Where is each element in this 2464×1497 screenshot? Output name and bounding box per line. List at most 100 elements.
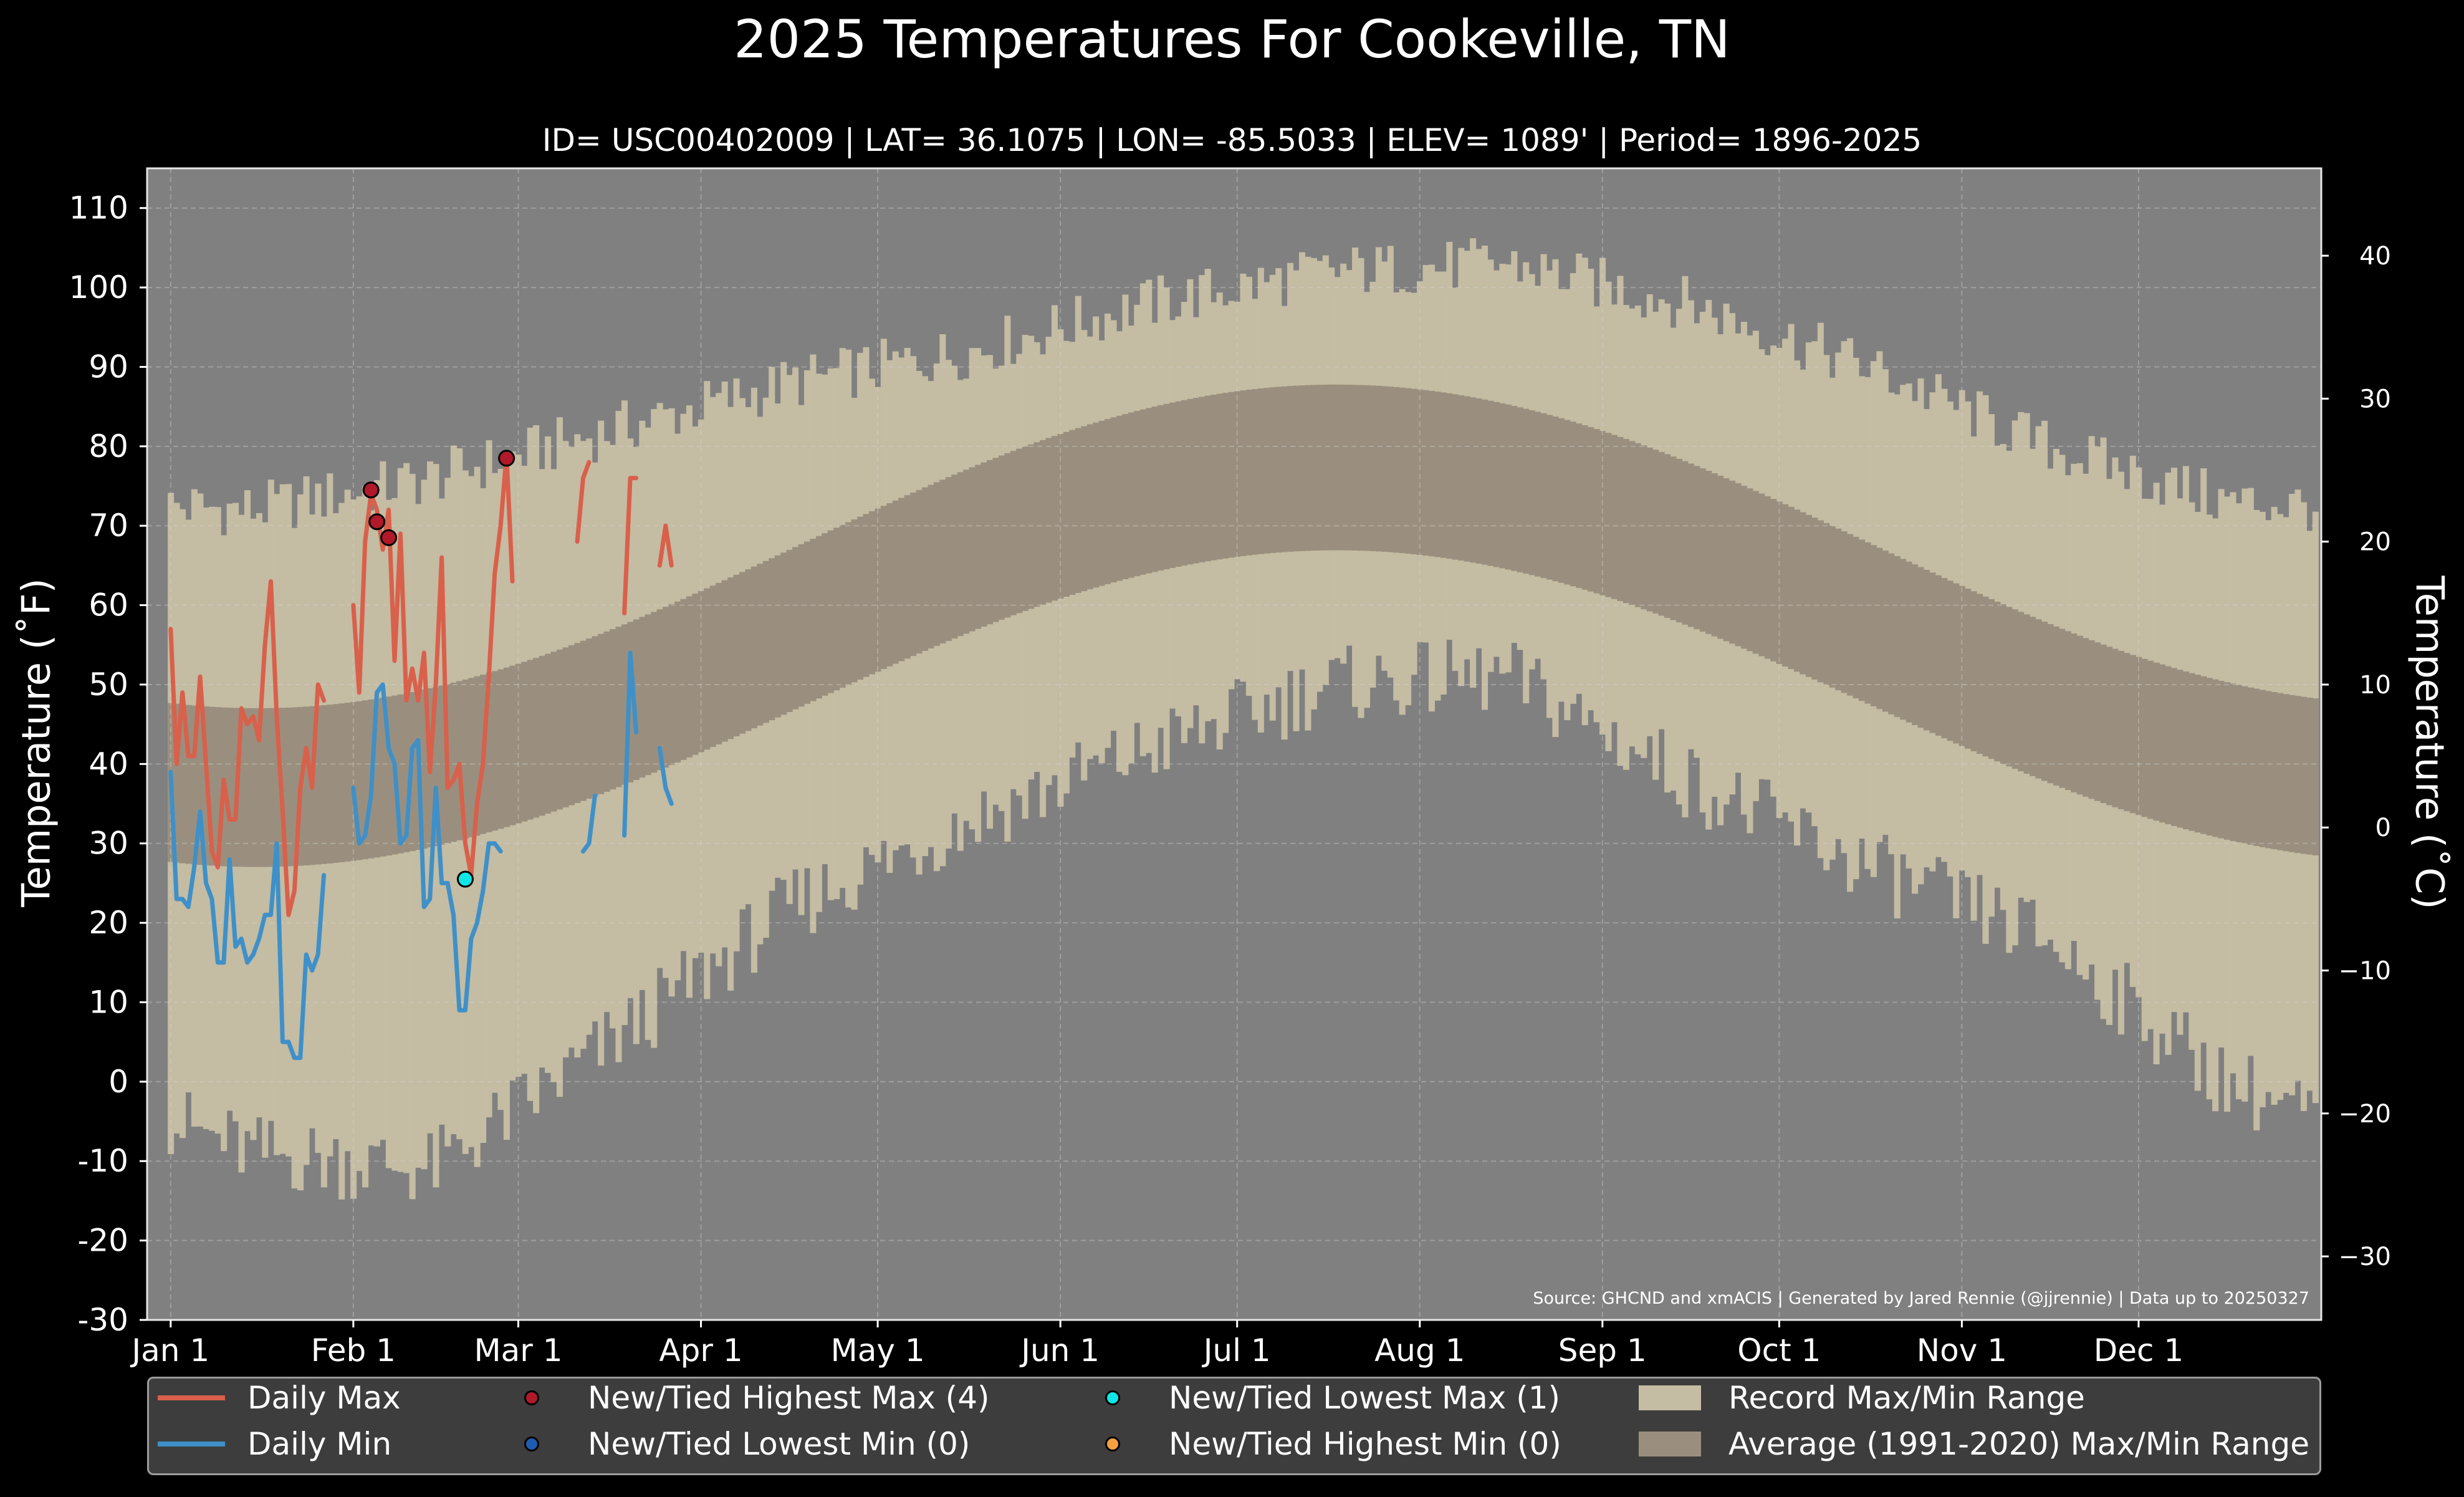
normal-range-bar — [709, 585, 716, 748]
normal-range-bar — [1163, 403, 1170, 570]
normal-range-bar — [1535, 412, 1541, 577]
y-axis-left: -30 -20 -10 0 10 20 30 40 50 60 70 80 90 100 110 — [69, 190, 147, 1338]
normal-range-bar — [586, 638, 593, 799]
normal-range-bar — [521, 662, 528, 822]
normal-range-bar — [750, 566, 757, 729]
normal-range-bar — [2000, 604, 2006, 764]
normal-range-bar — [733, 574, 740, 736]
normal-range-bar — [356, 701, 363, 860]
y-tick-label: 100 — [69, 269, 128, 306]
normal-range-bar — [1617, 436, 1624, 602]
y-tick-label: 0 — [108, 1064, 128, 1100]
y-right-tick-label: −30 — [2339, 1243, 2391, 1271]
normal-range-bar — [332, 704, 339, 863]
normal-range-bar — [1517, 407, 1523, 572]
normal-range-bar — [939, 479, 946, 643]
normal-range-bar — [1405, 388, 1412, 554]
y-tick-label: -30 — [77, 1302, 128, 1338]
normal-range-bar — [2165, 666, 2172, 824]
x-tick-label: Apr 1 — [659, 1332, 742, 1369]
x-tick-label: Jun 1 — [1019, 1332, 1100, 1369]
normal-range-bar — [957, 472, 964, 637]
normal-range-bar — [2124, 653, 2131, 812]
normal-range-bar — [456, 681, 463, 840]
normal-range-bar — [1199, 397, 1206, 562]
legend-daily-min-label: Daily Min — [247, 1426, 392, 1462]
normal-range-bar — [1929, 572, 1936, 733]
normal-range-bar — [1040, 440, 1047, 605]
normal-range-bar — [745, 569, 752, 731]
normal-range-bar — [350, 701, 357, 861]
normal-range-bar — [992, 458, 999, 622]
normal-range-bar — [1717, 475, 1724, 639]
normal-range-bar — [827, 530, 834, 693]
normal-range-bar — [1947, 580, 1953, 741]
daily-min-line — [168, 769, 327, 1061]
normal-range-bar — [645, 614, 651, 776]
normal-range-bar — [1977, 594, 1983, 754]
y-tick-label: 20 — [89, 905, 128, 941]
normal-range-bar — [639, 617, 646, 778]
normal-range-bar — [857, 516, 864, 680]
chart-legend: Daily Max Daily Min New/Tied Highest Max… — [147, 1377, 2321, 1475]
y-tick-label: 40 — [89, 746, 128, 782]
normal-range-bar — [621, 624, 628, 785]
normal-range-bar — [1900, 559, 1907, 720]
normal-range-bar — [2294, 696, 2301, 854]
normal-range-bar — [1729, 481, 1736, 644]
normal-range-bar — [1305, 385, 1311, 551]
normal-range-bar — [769, 558, 775, 721]
normal-range-bars — [168, 384, 2319, 867]
normal-range-bar — [1293, 385, 1300, 552]
normal-range-bar — [1858, 539, 1866, 701]
normal-range-bar — [1552, 416, 1559, 582]
normal-range-bar — [250, 708, 257, 867]
normal-range-bar — [515, 663, 522, 824]
normal-range-bar — [2147, 660, 2154, 819]
normal-range-bar — [2289, 695, 2296, 852]
normal-range-bar — [1528, 410, 1535, 575]
daily-max-line — [168, 579, 327, 917]
normal-range-bar — [474, 676, 481, 836]
y-tick-label: -20 — [77, 1223, 128, 1259]
normal-range-bar — [928, 484, 934, 648]
normal-range-bar — [1747, 488, 1753, 652]
normal-range-bar — [527, 660, 534, 820]
normal-range-bar — [197, 706, 204, 865]
normal-range-bar — [1835, 528, 1842, 691]
normal-range-bar — [2117, 650, 2124, 809]
normal-range-bar — [1086, 424, 1093, 590]
normal-range-bar — [1652, 450, 1659, 614]
normal-range-bar — [1764, 496, 1771, 659]
y-right-tick-label: 20 — [2359, 528, 2391, 557]
normal-range-bar — [815, 536, 822, 699]
legend-normal-range-label: Average (1991-2020) Max/Min Range — [1728, 1426, 2309, 1462]
normal-range-bar — [438, 685, 445, 845]
normal-range-bar — [975, 465, 982, 629]
normal-range-bar — [1634, 443, 1641, 607]
normal-range-bar — [2188, 673, 2195, 831]
normal-range-bar — [845, 522, 852, 685]
normal-range-bar — [562, 647, 569, 807]
normal-range-bar — [2112, 648, 2119, 807]
normal-range-bar — [1204, 395, 1211, 562]
new-highest-max-point — [380, 529, 398, 546]
normal-range-bar — [2194, 675, 2201, 833]
normal-range-bar — [1263, 388, 1270, 554]
normal-range-bar — [1298, 385, 1306, 551]
normal-range-bar — [2100, 644, 2107, 804]
normal-range-bar — [656, 609, 663, 771]
normal-range-bar — [2083, 638, 2089, 797]
normal-range-bar — [1841, 531, 1848, 693]
normal-range-bar — [998, 455, 1005, 620]
normal-range-bar — [2306, 697, 2313, 855]
normal-range-bar — [2206, 678, 2213, 835]
normal-range-bar — [2106, 647, 2113, 806]
normal-range-bar — [603, 631, 610, 792]
normal-range-bar — [1322, 384, 1329, 551]
y-right-tick-label: 10 — [2359, 671, 2391, 700]
normal-range-bar — [762, 561, 769, 723]
normal-range-bar — [1122, 414, 1129, 580]
normal-range-bar — [2041, 622, 2048, 781]
normal-range-bar — [798, 544, 805, 707]
